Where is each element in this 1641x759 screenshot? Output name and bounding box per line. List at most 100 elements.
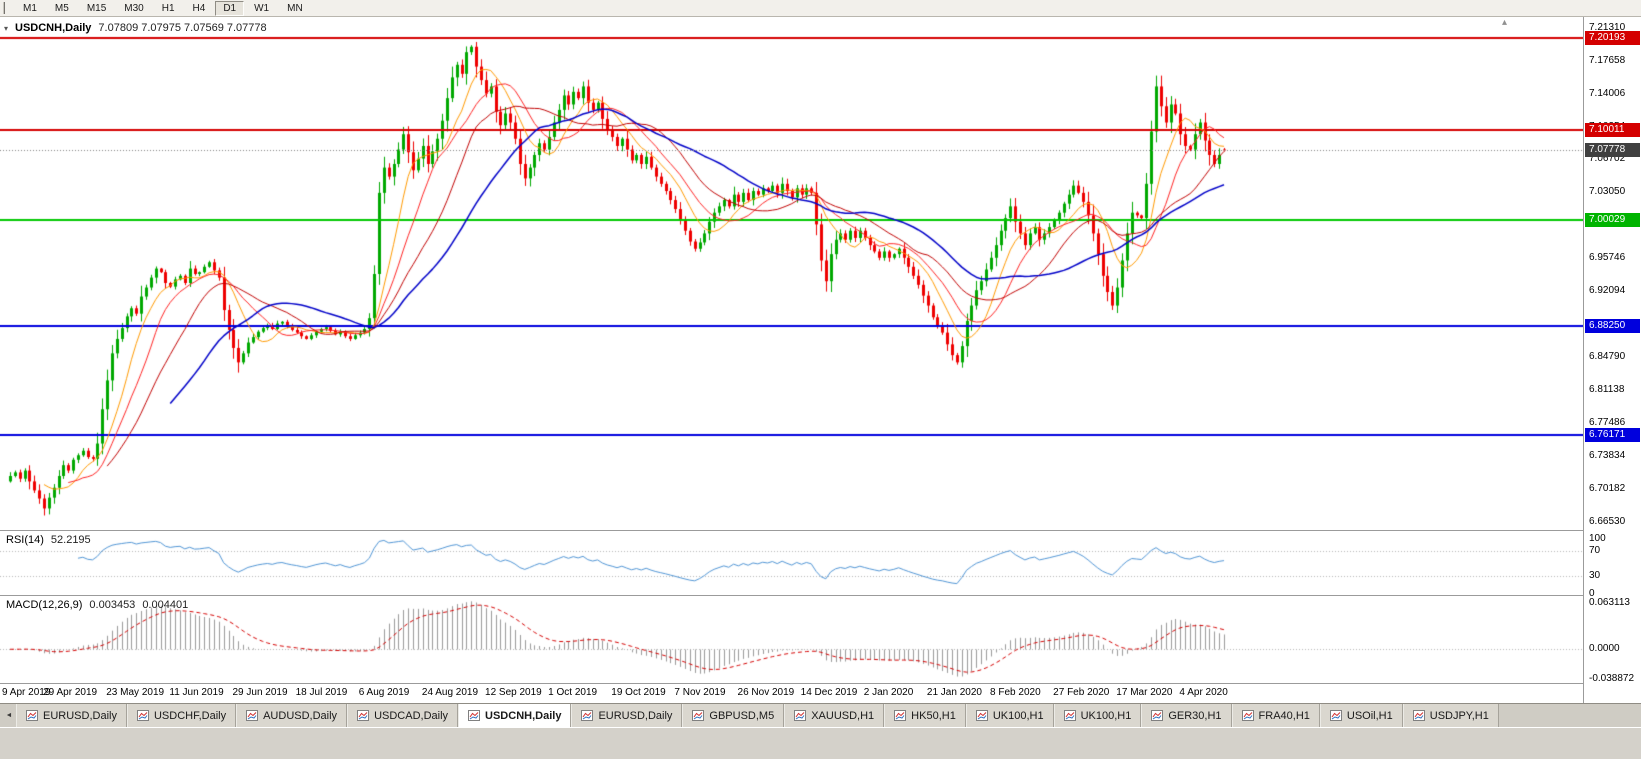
price-axis-tick: 7.21310 — [1589, 21, 1626, 33]
collapse-chart-icon[interactable]: ▾ — [4, 24, 9, 33]
mini-chart-icon — [357, 710, 370, 721]
rsi-indicator-title: RSI(14) 52.2195 — [6, 534, 91, 546]
status-bar — [0, 727, 1641, 759]
date-axis-label: 26 Nov 2019 — [737, 687, 795, 698]
panel-separator[interactable] — [0, 530, 1641, 531]
mini-chart-icon — [1241, 710, 1254, 721]
price-axis-tick: 6.70182 — [1589, 482, 1626, 494]
tab-label: USDCHF,Daily — [153, 709, 227, 722]
chart-tabs: EURUSD,Daily USDCHF,Daily AUDUSD,Daily USDC… — [16, 704, 1499, 727]
tab-label: EURUSD,Daily — [598, 709, 673, 722]
date-axis-label: 2 Jan 2020 — [863, 687, 914, 698]
timeframe-button-mn[interactable]: MN — [287, 2, 303, 14]
price-line-badge: 7.00029 — [1585, 212, 1640, 227]
date-axis-label: 19 Oct 2019 — [611, 687, 666, 698]
mini-chart-icon — [1151, 710, 1164, 721]
mini-chart-icon — [136, 710, 149, 721]
date-axis-label: 11 Jun 2019 — [169, 687, 224, 698]
tab-usdchf-daily[interactable]: USDCHF,Daily — [126, 704, 237, 727]
scroll-marker-icon: ▴ — [1502, 17, 1508, 28]
date-axis-label: 1 Oct 2019 — [548, 687, 598, 698]
tab-uk100-h1[interactable]: UK100,H1 — [1053, 704, 1142, 727]
tab-usoil-h1[interactable]: USOil,H1 — [1319, 704, 1403, 727]
timeframe-toolbar: M1 M5 M15 M30 H1 H4 D1 W1 MN — [0, 0, 1641, 17]
mini-chart-icon — [975, 710, 988, 721]
macd-axis-label: -0.038872 — [1589, 673, 1635, 684]
chart-tab-bar: ◄ EURUSD,Daily USDCHF,Daily AUDUSD,Daily US… — [0, 703, 1641, 727]
tab-label: USDCAD,Daily — [374, 709, 449, 722]
price-axis-tick: 7.14006 — [1589, 87, 1626, 99]
tab-label: GBPUSD,M5 — [709, 709, 775, 722]
mini-chart-icon — [468, 710, 481, 721]
chart-symbol-period: USDCNH,Daily — [15, 22, 92, 34]
timeframe-button-m5[interactable]: M5 — [54, 2, 69, 14]
rsi-axis-label: 0 — [1589, 588, 1595, 599]
macd-axis-label: 0.063113 — [1589, 597, 1630, 608]
date-axis-label: 12 Sep 2019 — [485, 687, 542, 698]
mini-chart-icon — [1412, 710, 1425, 721]
tab-label: HK50,H1 — [911, 709, 956, 722]
macd-label: MACD(12,26,9) — [6, 599, 83, 611]
tab-usdcnh-daily[interactable]: USDCNH,Daily — [458, 704, 572, 727]
macd-panel-canvas[interactable] — [0, 596, 1583, 684]
mini-chart-icon — [1063, 710, 1076, 721]
date-axis-label: 9 Apr 2019 — [2, 687, 51, 698]
tab-uk100-h1[interactable]: UK100,H1 — [965, 704, 1054, 727]
date-axis-label: 21 Jan 2020 — [926, 687, 982, 698]
price-chart-canvas[interactable] — [0, 17, 1583, 531]
date-axis-label: 14 Dec 2019 — [800, 687, 858, 698]
timeframe-button-h1[interactable]: H1 — [161, 2, 175, 14]
timeframe-button-w1[interactable]: W1 — [254, 2, 270, 14]
mini-chart-icon — [1329, 710, 1342, 721]
tab-label: GER30,H1 — [1168, 709, 1222, 722]
price-axis-tick: 7.17658 — [1589, 54, 1626, 66]
tab-eurusd-daily[interactable]: EURUSD,Daily — [16, 704, 127, 727]
mini-chart-icon — [794, 710, 807, 721]
tab-label: FRA40,H1 — [1258, 709, 1310, 722]
tab-scroll-left-button[interactable]: ◄ — [5, 712, 13, 719]
date-axis-label: 7 Nov 2019 — [674, 687, 726, 698]
tab-label: USDJPY,H1 — [1429, 709, 1489, 722]
tab-audusd-daily[interactable]: AUDUSD,Daily — [236, 704, 348, 727]
rsi-value: 52.2195 — [50, 534, 91, 546]
tab-label: USDCNH,Daily — [485, 709, 562, 722]
chart-window: 9 Apr 2019 29 Apr 2019 23 May 2019 11 Jun 2… — [0, 17, 1641, 703]
tab-eurusd-daily[interactable]: EURUSD,Daily — [571, 704, 683, 727]
macd-main-value: 0.003453 — [89, 599, 136, 611]
timeframe-buttons: M1 M5 M15 M30 H1 H4 D1 W1 MN — [14, 0, 312, 17]
date-axis-label: 27 Feb 2020 — [1053, 687, 1110, 698]
timeframe-button-h4[interactable]: H4 — [192, 2, 206, 14]
tab-gbpusd-m5[interactable]: GBPUSD,M5 — [682, 704, 785, 727]
panel-separator[interactable] — [0, 595, 1641, 596]
macd-indicator-title: MACD(12,26,9) 0.003453 0.004401 — [6, 599, 188, 611]
toolbar-grip-handle[interactable] — [3, 2, 7, 14]
panel-separator — [0, 683, 1641, 684]
date-axis-label: 17 Mar 2020 — [1116, 687, 1173, 698]
rsi-panel-canvas[interactable] — [0, 531, 1583, 596]
tab-ger30-h1[interactable]: GER30,H1 — [1141, 704, 1232, 727]
tab-label: EURUSD,Daily — [43, 709, 117, 722]
tab-hk50-h1[interactable]: HK50,H1 — [884, 704, 966, 727]
date-axis-label: 29 Jun 2019 — [232, 687, 288, 698]
timeframe-button-d1[interactable]: D1 — [215, 0, 245, 16]
rsi-axis-label: 100 — [1589, 533, 1606, 544]
tab-label: XAUUSD,H1 — [811, 709, 875, 722]
chart-title: ▾ USDCNH,Daily 7.07809 7.07975 7.07569 7… — [4, 22, 267, 34]
tab-label: UK100,H1 — [992, 709, 1044, 722]
timeframe-button-m1[interactable]: M1 — [23, 2, 37, 14]
price-line-badge: 6.88250 — [1585, 318, 1640, 333]
date-axis-label: 8 Feb 2020 — [990, 687, 1041, 698]
tab-usdjpy-h1[interactable]: USDJPY,H1 — [1402, 704, 1499, 727]
price-line-badge: 7.20193 — [1585, 30, 1640, 45]
mini-chart-icon — [246, 710, 259, 721]
tab-fra40-h1[interactable]: FRA40,H1 — [1231, 704, 1320, 727]
date-axis[interactable]: 9 Apr 2019 29 Apr 2019 23 May 2019 11 Jun 2… — [0, 684, 1583, 703]
current-price-badge: 7.07778 — [1585, 142, 1640, 157]
timeframe-button-m15[interactable]: M15 — [86, 2, 107, 14]
macd-axis-label: 0.0000 — [1589, 643, 1620, 655]
timeframe-button-m30[interactable]: M30 — [124, 2, 144, 14]
tab-xauusd-h1[interactable]: XAUUSD,H1 — [784, 704, 885, 727]
price-axis-tick: 7.06702 — [1589, 153, 1626, 165]
tab-usdcad-daily[interactable]: USDCAD,Daily — [347, 704, 459, 727]
price-axis[interactable]: 7.213107.176587.140067.103547.067027.030… — [1583, 17, 1641, 703]
